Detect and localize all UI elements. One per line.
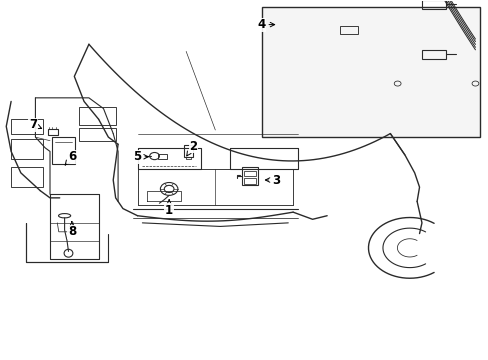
Bar [183,145,193,157]
Text: 3: 3 [265,174,280,186]
Bar [340,26,357,34]
Bar [79,128,116,141]
Text: 5: 5 [133,150,148,163]
Bar [158,154,167,158]
Text: 7: 7 [29,118,41,131]
Text: 6: 6 [65,150,76,165]
Bar [11,139,42,158]
Bar [11,167,42,187]
Bar [242,167,257,185]
Bar [244,178,255,184]
Bar [244,171,255,176]
Text: 4: 4 [257,18,274,31]
Bar [52,137,75,164]
Bar [421,0,446,9]
Text: 2: 2 [186,140,197,156]
Bar [79,107,116,125]
Bar [261,7,479,137]
Bar [11,119,42,134]
Text: 8: 8 [68,222,76,238]
Bar [421,50,446,59]
Text: 1: 1 [165,200,173,217]
Bar [47,129,58,135]
